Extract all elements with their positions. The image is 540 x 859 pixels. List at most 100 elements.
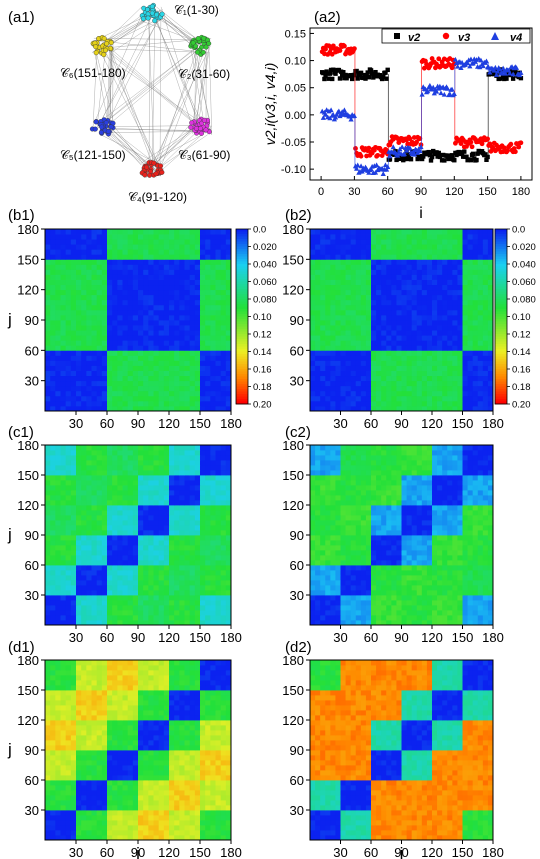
heatmap-cell: [138, 445, 144, 451]
heatmap-cell: [122, 525, 129, 531]
heatmap-cell: [220, 500, 227, 506]
heatmap-cell: [371, 605, 377, 611]
heatmap-cell: [86, 520, 92, 526]
heatmap-cell: [421, 365, 428, 371]
heatmap-cell: [148, 455, 154, 461]
heatmap-cell: [127, 385, 134, 392]
heatmap-cell: [215, 445, 222, 451]
heatmap-cell: [65, 350, 72, 356]
heatmap-cell: [416, 234, 423, 240]
heatmap-cell: [194, 229, 201, 235]
heatmap-cell: [215, 510, 222, 516]
heatmap-cell: [158, 360, 165, 366]
heatmap-cell: [117, 284, 123, 291]
heatmap-cell: [179, 395, 185, 402]
heatmap-cell: [143, 360, 149, 366]
heatmap-cell: [194, 540, 201, 546]
heatmap-cell: [122, 234, 129, 240]
heatmap-cell: [194, 525, 201, 531]
heatmap-cell: [138, 515, 144, 521]
heatmap-cell: [411, 365, 418, 371]
heatmap-cell: [117, 294, 123, 301]
heatmap-cell: [50, 234, 56, 240]
heatmap-cell: [112, 500, 118, 506]
point-v4: [372, 169, 379, 175]
heatmap-cell: [65, 595, 72, 601]
heatmap-cell: [70, 555, 77, 561]
heatmap-cell: [81, 620, 87, 626]
heatmap-cell: [416, 229, 423, 235]
heatmap-cell: [335, 294, 341, 301]
heatmap-cell: [220, 239, 227, 245]
point-v2: [368, 68, 374, 73]
heatmap-cell: [45, 325, 51, 331]
heatmap-cell: [148, 565, 154, 571]
heatmap-cell: [340, 405, 346, 412]
heatmap-cell: [416, 259, 423, 265]
heatmap-cell: [91, 375, 98, 382]
heatmap-cell: [153, 620, 160, 626]
heatmap-cell: [189, 335, 196, 341]
heatmap-cell: [45, 480, 51, 486]
heatmap-cell: [148, 520, 154, 526]
heatmap-cell: [376, 320, 382, 326]
heatmap-cell: [169, 470, 175, 476]
heatmap-cell: [442, 400, 448, 407]
heatmap-cell: [65, 239, 72, 245]
heatmap-cell: [220, 299, 227, 306]
heatmap-cell: [355, 605, 362, 611]
heatmap-cell: [76, 565, 82, 571]
heatmap-cell: [143, 395, 149, 402]
heatmap-cell: [406, 380, 413, 387]
heatmap-cell: [381, 620, 387, 626]
heatmap-cell: [215, 365, 222, 371]
heatmap-cell: [117, 540, 123, 546]
heatmap-cell: [174, 565, 180, 571]
heatmap-cell: [153, 264, 160, 270]
heatmap-cell: [153, 550, 160, 556]
heatmap-cell: [153, 470, 160, 476]
heatmap-cell: [107, 360, 113, 366]
heatmap-cell: [447, 229, 453, 235]
heatmap-cell: [325, 330, 331, 336]
heatmap-cell: [325, 610, 331, 616]
heatmap-cell: [179, 545, 185, 551]
cluster-c5: [89, 117, 116, 137]
heatmap-cell: [55, 585, 61, 591]
heatmap-cell: [117, 405, 123, 412]
heatmap-cell: [184, 570, 191, 576]
heatmap-cell: [163, 460, 170, 466]
heatmap-cell: [315, 299, 321, 306]
heatmap-cell: [122, 520, 129, 526]
heatmap-cell: [462, 284, 468, 291]
heatmap-cell: [406, 370, 413, 377]
heatmap-cell: [138, 239, 144, 245]
heatmap-cell: [169, 320, 175, 326]
heatmap-cell: [200, 485, 206, 491]
heatmap-cell: [179, 340, 185, 346]
heatmap-cell: [153, 555, 160, 561]
heatmap-cell: [330, 335, 336, 341]
heatmap-cell: [55, 380, 61, 387]
heatmap-cell: [169, 535, 175, 541]
heatmap-cell: [158, 355, 165, 361]
heatmap-cell: [325, 360, 331, 366]
heatmap-cell: [376, 299, 382, 306]
heatmap-cell: [132, 309, 139, 316]
heatmap-cell: [45, 620, 51, 626]
heatmap-cell: [138, 294, 144, 301]
heatmap-cell: [432, 330, 438, 336]
heatmap-cell: [315, 365, 321, 371]
point-v4: [320, 115, 326, 120]
heatmap-cell: [117, 325, 123, 331]
heatmap-cell: [205, 610, 211, 616]
heatmap-cell: [91, 505, 98, 511]
heatmap-cell: [335, 400, 341, 407]
heatmap-y-label: j: [7, 310, 12, 329]
heatmap-cell: [220, 355, 227, 361]
heatmap-cell: [163, 254, 170, 260]
heatmap-cell: [411, 395, 418, 402]
heatmap-cell: [360, 370, 367, 377]
heatmap-cell: [163, 264, 170, 270]
heatmap-cell: [215, 570, 222, 576]
